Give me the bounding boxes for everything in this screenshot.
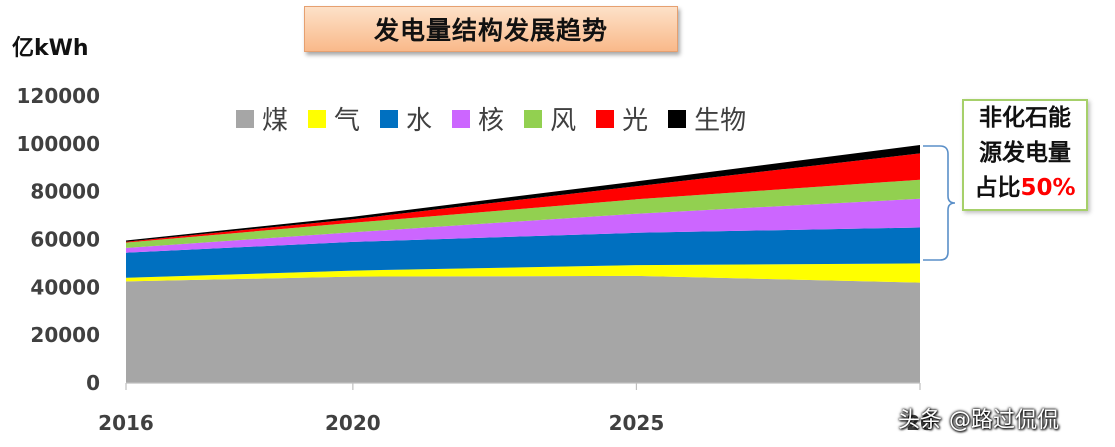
legend-item-3: 水 xyxy=(380,100,432,137)
legend-label-3: 水 xyxy=(406,106,433,136)
y-tick-label-6: 100000 xyxy=(17,132,101,156)
y-tick-label-1: 0 xyxy=(86,371,100,395)
legend-swatch-5 xyxy=(524,109,543,128)
legend-swatch-6 xyxy=(596,109,615,128)
legend-swatch-4 xyxy=(452,109,471,128)
y-tick-label-7: 120000 xyxy=(17,84,101,108)
area-series-5 xyxy=(126,179,920,248)
legend-label-2: 气 xyxy=(334,106,361,136)
stacked-areas xyxy=(126,145,920,383)
legend: 煤 气 水 核 风 光 生物 xyxy=(236,100,766,137)
legend-item-6: 光 xyxy=(596,100,648,137)
callout-brace xyxy=(923,145,956,261)
x-tick-label-1: 2016 xyxy=(98,411,154,435)
callout-line-2: 源发电量 xyxy=(979,140,1071,166)
callout-percentage: 50% xyxy=(1020,175,1076,201)
legend-swatch-7 xyxy=(668,109,687,128)
legend-item-5: 风 xyxy=(524,100,576,137)
area-series-4 xyxy=(126,198,920,253)
y-tick-label-5: 80000 xyxy=(30,180,100,204)
legend-item-4: 核 xyxy=(452,100,504,137)
callout-line-1: 非化石能 xyxy=(979,105,1071,131)
legend-label-6: 光 xyxy=(622,106,649,136)
chart-title: 发电量结构发展趋势 xyxy=(304,6,678,52)
callout-line-3: 占比50% xyxy=(964,171,1086,206)
annotation-callout: 非化石能 源发电量 占比50% xyxy=(962,99,1088,211)
legend-item-2: 气 xyxy=(308,100,360,137)
x-tick-label-4: 20 xyxy=(906,411,934,435)
x-tick-label-3: 2025 xyxy=(609,411,665,435)
legend-swatch-1 xyxy=(236,109,254,128)
legend-label-5: 风 xyxy=(550,106,577,136)
y-tick-label-2: 20000 xyxy=(30,323,100,347)
x-tick-labels: 2016 2020 2025 20 xyxy=(98,411,934,435)
area-series-3 xyxy=(126,227,920,278)
legend-label-7: 生物 xyxy=(694,106,747,136)
legend-item-7: 生物 xyxy=(668,100,746,137)
axes xyxy=(125,382,921,390)
legend-swatch-2 xyxy=(308,109,327,128)
y-tick-label-3: 40000 xyxy=(30,275,100,299)
x-tick-label-2: 2020 xyxy=(325,411,381,435)
legend-label-4: 核 xyxy=(478,106,505,136)
y-tick-labels: 0 20000 40000 60000 80000 100000 120000 xyxy=(17,84,101,395)
callout-prefix: 占比 xyxy=(974,175,1021,201)
area-series-2 xyxy=(126,263,920,283)
legend-label-1: 煤 xyxy=(262,106,289,136)
legend-item-1: 煤 xyxy=(236,100,288,137)
y-axis-unit: 亿kWh xyxy=(12,36,89,61)
legend-swatch-3 xyxy=(380,109,399,128)
y-tick-label-4: 60000 xyxy=(30,228,100,252)
area-series-1 xyxy=(126,275,920,383)
watermark: 头条 @路过侃侃 xyxy=(898,408,1059,433)
